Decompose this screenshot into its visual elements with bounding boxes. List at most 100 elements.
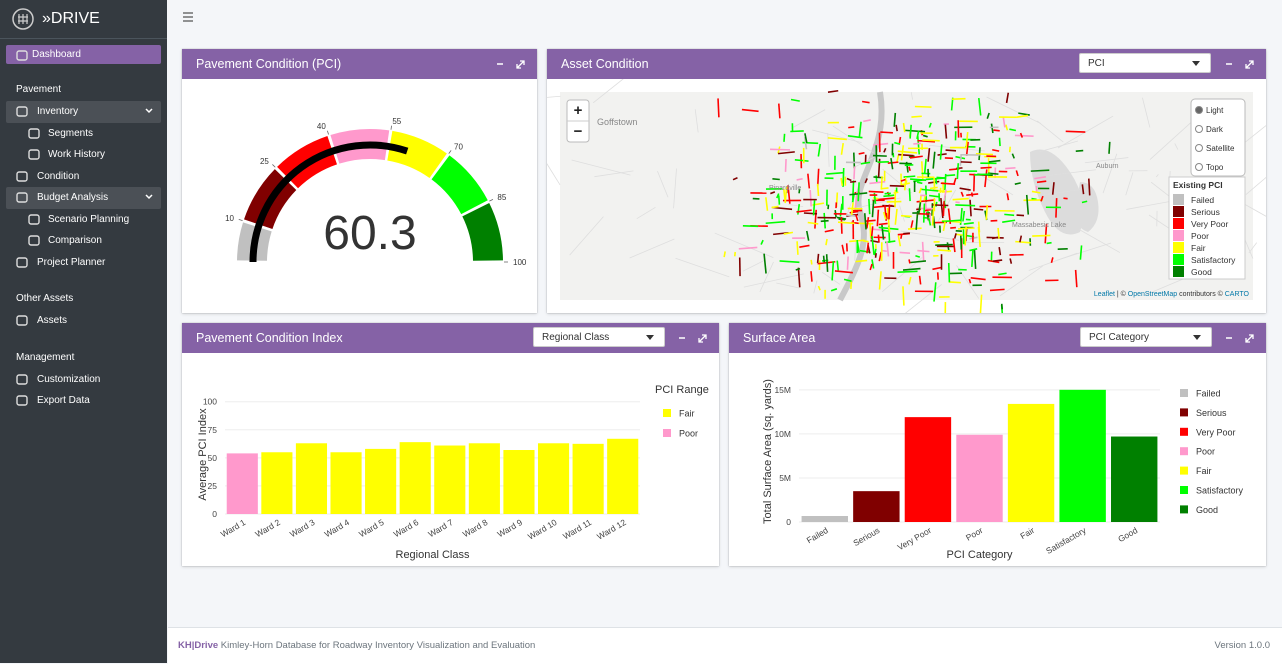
map-road <box>922 140 939 141</box>
nav-icon <box>28 214 40 225</box>
nav-item[interactable]: Segments <box>6 123 161 145</box>
nav-label: Inventory <box>37 106 78 117</box>
nav-icon <box>16 106 28 117</box>
menu-toggle[interactable] <box>183 12 195 22</box>
panel-title: Surface Area <box>743 331 815 345</box>
map-road <box>958 228 974 229</box>
map-road <box>851 281 852 288</box>
panel-buttons[interactable] <box>677 332 709 344</box>
bar <box>956 435 1002 522</box>
map-road <box>898 271 918 272</box>
map-road <box>933 208 934 226</box>
dropdown-value: PCI Category <box>1089 332 1149 343</box>
icon-shape <box>17 172 27 181</box>
legend-swatch <box>1180 389 1188 397</box>
dropdown-value: Regional Class <box>542 332 609 343</box>
map-road <box>821 221 829 222</box>
map-road <box>937 250 951 251</box>
nav-item[interactable]: Budget Analysis <box>6 187 161 209</box>
map-road <box>718 98 719 117</box>
bar <box>538 443 569 514</box>
y-tick-label: 5M <box>779 473 791 483</box>
map-road <box>877 210 878 226</box>
panel-header: Asset Condition PCI <box>547 49 1266 79</box>
legend-label: Fair <box>1196 466 1212 476</box>
map-road <box>818 169 819 187</box>
map-road <box>770 149 790 150</box>
panel-header: Pavement Condition (PCI) <box>182 49 537 79</box>
map-road <box>1032 235 1050 236</box>
legend-swatch <box>1180 486 1188 494</box>
layer-radio[interactable] <box>1196 164 1203 171</box>
layer-radio[interactable] <box>1196 107 1203 114</box>
nav-label: Budget Analysis <box>37 192 108 203</box>
brand-name: »DRIVE <box>42 10 100 28</box>
icon-shape <box>17 396 27 405</box>
layer-radio[interactable] <box>1196 126 1203 133</box>
nav-item[interactable]: Assets <box>6 310 161 332</box>
panel-buttons[interactable] <box>495 58 527 70</box>
map-road <box>946 150 956 151</box>
nav-item[interactable]: Condition <box>6 166 161 188</box>
attribution-part[interactable]: CARTO <box>1225 291 1250 298</box>
brand[interactable]: »DRIVE <box>0 0 167 39</box>
nav-item[interactable]: Project Planner <box>6 252 161 274</box>
x-tick-label: Ward 7 <box>426 517 455 539</box>
legend-label: Poor <box>679 429 698 439</box>
gauge-tick <box>327 131 328 135</box>
map-road <box>917 182 922 183</box>
map-road <box>883 195 894 196</box>
nav-item[interactable]: Inventory <box>6 101 161 123</box>
map-road <box>998 228 999 239</box>
nav-item[interactable]: Customization <box>6 369 161 391</box>
map-road <box>961 236 962 250</box>
attribution-part[interactable]: OpenStreetMap <box>1128 291 1178 298</box>
map-road <box>547 96 561 101</box>
chevron <box>145 194 153 200</box>
map-road <box>1076 151 1083 152</box>
gauge-tick-label: 70 <box>454 142 463 151</box>
nav-item[interactable]: Work History <box>6 144 161 166</box>
attribution-part[interactable]: Leaflet <box>1094 291 1115 298</box>
layer-radio[interactable] <box>1196 145 1203 152</box>
map-road <box>922 161 923 181</box>
map-road <box>779 195 780 204</box>
zoom-button[interactable]: + <box>574 102 583 119</box>
icon-shape <box>29 150 39 159</box>
nav-item[interactable]: Export Data <box>6 390 161 412</box>
legend-swatch <box>1173 194 1184 205</box>
bar <box>434 446 465 514</box>
panel-buttons[interactable] <box>1224 58 1256 70</box>
map-road <box>896 125 897 131</box>
nav-icon <box>28 235 40 246</box>
map-road <box>863 241 868 242</box>
map-road <box>908 228 922 229</box>
panel: Pavement Condition Index Regional Class … <box>182 323 719 566</box>
map-road <box>972 192 973 196</box>
legend-title: Existing PCI <box>1173 180 1223 190</box>
legend-label: Satisfactory <box>1191 255 1236 265</box>
dropdown[interactable]: PCI Category <box>1080 327 1212 347</box>
map-road <box>945 125 946 139</box>
nav-item[interactable]: Comparison <box>6 230 161 252</box>
map-road <box>854 166 855 179</box>
dropdown[interactable]: PCI <box>1079 53 1211 73</box>
map-road <box>814 200 815 215</box>
nav-item[interactable]: Dashboard <box>6 45 161 64</box>
map-road <box>1047 243 1052 244</box>
map-road <box>881 188 888 189</box>
map-road <box>847 257 848 270</box>
bar <box>365 449 396 514</box>
map-road <box>869 199 870 214</box>
map-road <box>869 191 884 192</box>
panel-buttons[interactable] <box>1224 332 1256 344</box>
map-road <box>811 260 812 265</box>
attribution: Leaflet | © OpenStreetMap contributors ©… <box>1094 290 1250 298</box>
zoom-button[interactable]: − <box>574 123 583 140</box>
dropdown[interactable]: Regional Class <box>533 327 665 347</box>
nav-item[interactable]: Scenario Planning <box>6 209 161 231</box>
gauge-tick-label: 85 <box>497 193 506 202</box>
map-road <box>876 253 877 258</box>
y-tick-label: 100 <box>203 397 217 407</box>
